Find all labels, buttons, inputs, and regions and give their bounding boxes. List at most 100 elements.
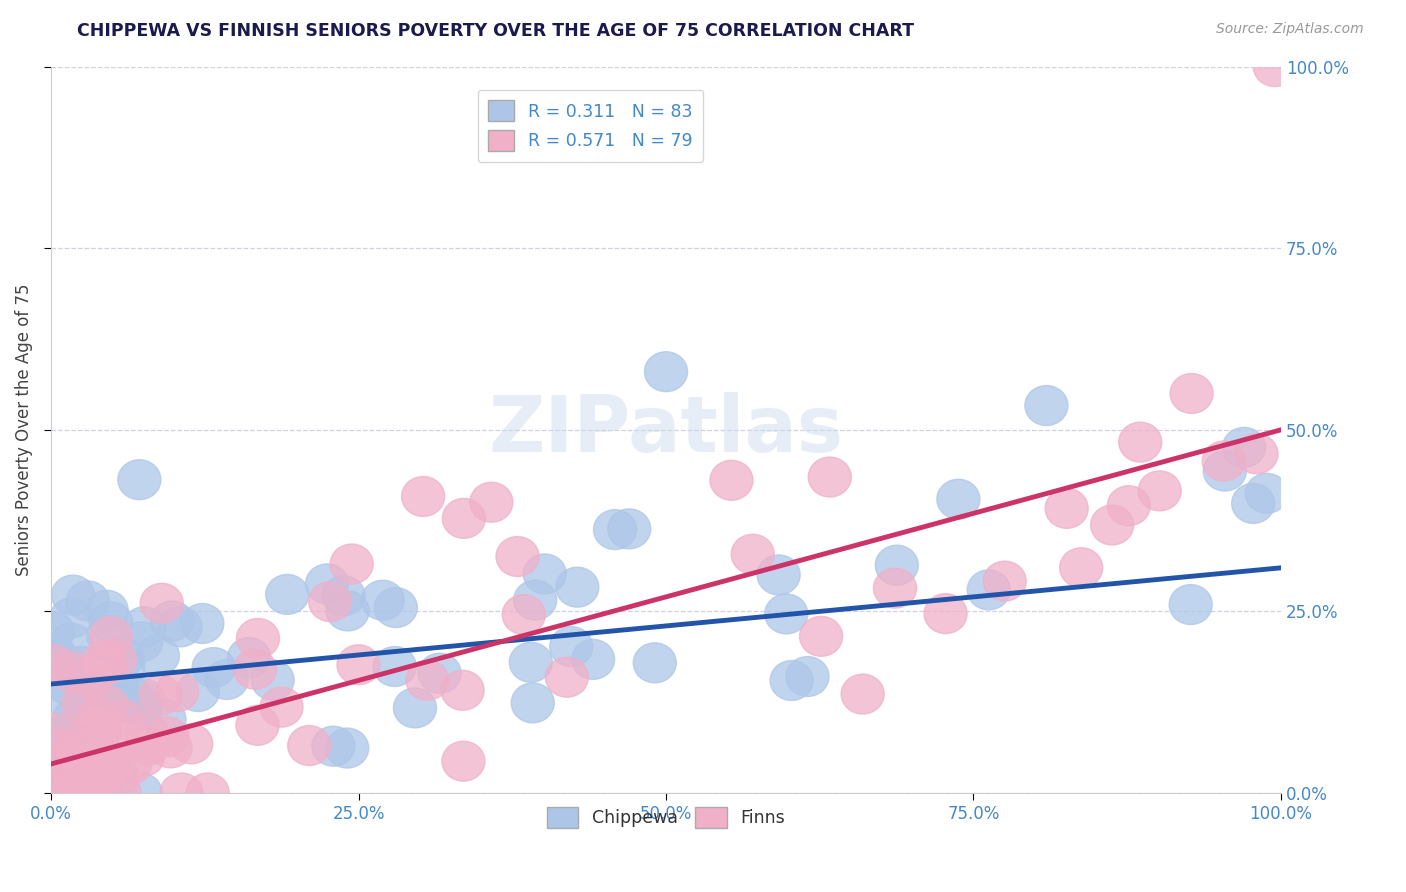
Ellipse shape — [496, 537, 538, 576]
Ellipse shape — [49, 623, 93, 663]
Ellipse shape — [87, 615, 129, 656]
Ellipse shape — [82, 773, 124, 813]
Ellipse shape — [52, 773, 96, 813]
Ellipse shape — [1045, 489, 1088, 528]
Ellipse shape — [633, 643, 676, 682]
Ellipse shape — [82, 741, 125, 781]
Ellipse shape — [266, 574, 309, 615]
Ellipse shape — [406, 660, 449, 700]
Ellipse shape — [149, 728, 193, 768]
Ellipse shape — [108, 745, 152, 785]
Ellipse shape — [141, 583, 183, 624]
Ellipse shape — [59, 647, 103, 686]
Ellipse shape — [841, 674, 884, 714]
Ellipse shape — [49, 651, 93, 691]
Ellipse shape — [337, 645, 380, 685]
Ellipse shape — [35, 714, 79, 753]
Ellipse shape — [34, 717, 77, 757]
Ellipse shape — [181, 604, 224, 643]
Ellipse shape — [441, 741, 485, 781]
Ellipse shape — [418, 653, 461, 693]
Ellipse shape — [59, 741, 101, 781]
Ellipse shape — [176, 672, 219, 712]
Ellipse shape — [84, 646, 127, 686]
Ellipse shape — [79, 708, 122, 748]
Ellipse shape — [361, 580, 404, 620]
Ellipse shape — [1246, 474, 1288, 513]
Ellipse shape — [1025, 385, 1069, 425]
Ellipse shape — [193, 648, 235, 688]
Ellipse shape — [121, 679, 165, 718]
Ellipse shape — [233, 649, 277, 690]
Text: ZIPatlas: ZIPatlas — [488, 392, 844, 467]
Ellipse shape — [31, 612, 75, 652]
Ellipse shape — [523, 554, 567, 594]
Ellipse shape — [70, 773, 114, 813]
Ellipse shape — [936, 479, 980, 519]
Ellipse shape — [509, 642, 553, 682]
Ellipse shape — [122, 607, 166, 647]
Ellipse shape — [1170, 374, 1213, 414]
Ellipse shape — [756, 555, 800, 595]
Ellipse shape — [513, 580, 557, 620]
Ellipse shape — [1253, 46, 1296, 87]
Ellipse shape — [252, 660, 294, 700]
Ellipse shape — [1137, 471, 1181, 511]
Ellipse shape — [374, 588, 418, 628]
Ellipse shape — [65, 671, 108, 711]
Ellipse shape — [983, 561, 1026, 601]
Ellipse shape — [125, 712, 167, 752]
Ellipse shape — [1091, 505, 1133, 545]
Ellipse shape — [67, 768, 110, 808]
Ellipse shape — [118, 459, 160, 500]
Ellipse shape — [146, 717, 188, 756]
Ellipse shape — [546, 657, 588, 698]
Ellipse shape — [46, 740, 90, 780]
Ellipse shape — [63, 721, 107, 761]
Ellipse shape — [103, 681, 146, 721]
Ellipse shape — [101, 638, 143, 678]
Ellipse shape — [101, 647, 145, 687]
Ellipse shape — [322, 576, 366, 615]
Ellipse shape — [572, 640, 614, 680]
Text: CHIPPEWA VS FINNISH SENIORS POVERTY OVER THE AGE OF 75 CORRELATION CHART: CHIPPEWA VS FINNISH SENIORS POVERTY OVER… — [77, 22, 914, 40]
Ellipse shape — [42, 773, 84, 813]
Text: Source: ZipAtlas.com: Source: ZipAtlas.com — [1216, 22, 1364, 37]
Ellipse shape — [69, 657, 112, 698]
Ellipse shape — [470, 483, 513, 522]
Ellipse shape — [39, 750, 83, 790]
Ellipse shape — [120, 687, 163, 727]
Ellipse shape — [53, 698, 96, 738]
Ellipse shape — [66, 581, 110, 621]
Ellipse shape — [159, 607, 202, 647]
Ellipse shape — [128, 725, 170, 765]
Ellipse shape — [786, 657, 830, 697]
Ellipse shape — [876, 545, 918, 585]
Ellipse shape — [87, 740, 131, 780]
Ellipse shape — [32, 645, 75, 684]
Ellipse shape — [1108, 486, 1150, 525]
Ellipse shape — [156, 672, 198, 712]
Ellipse shape — [32, 634, 76, 674]
Ellipse shape — [49, 599, 93, 639]
Ellipse shape — [441, 670, 484, 710]
Ellipse shape — [228, 638, 270, 678]
Ellipse shape — [37, 729, 79, 768]
Ellipse shape — [49, 750, 93, 789]
Ellipse shape — [236, 706, 278, 746]
Ellipse shape — [731, 534, 775, 574]
Ellipse shape — [309, 582, 352, 622]
Ellipse shape — [86, 591, 128, 631]
Ellipse shape — [288, 725, 330, 765]
Ellipse shape — [330, 544, 373, 584]
Ellipse shape — [512, 683, 554, 723]
Ellipse shape — [765, 594, 808, 634]
Ellipse shape — [550, 626, 593, 666]
Ellipse shape — [967, 570, 1011, 610]
Ellipse shape — [89, 713, 132, 753]
Ellipse shape — [1202, 441, 1246, 481]
Ellipse shape — [76, 699, 118, 739]
Ellipse shape — [35, 729, 79, 769]
Ellipse shape — [1204, 451, 1246, 491]
Ellipse shape — [58, 773, 100, 813]
